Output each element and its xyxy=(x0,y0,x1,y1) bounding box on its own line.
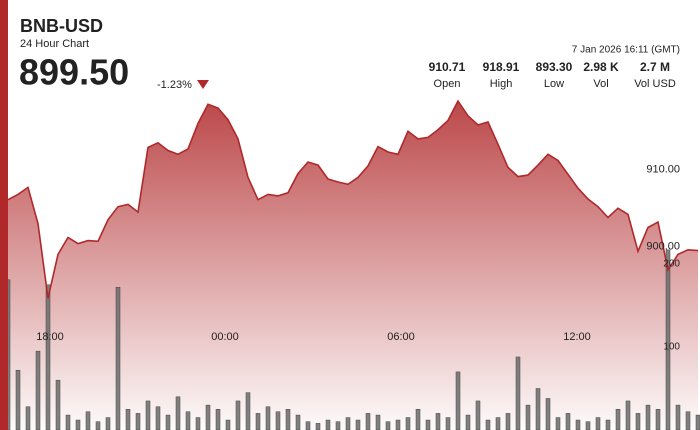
volume-bar xyxy=(295,414,301,430)
volume-bar xyxy=(55,379,61,430)
volume-bar xyxy=(195,417,201,430)
stat-label: Vol xyxy=(593,78,608,90)
stat-value: 910.71 xyxy=(429,60,466,74)
volume-bar xyxy=(685,411,691,430)
volume-bar xyxy=(375,414,381,430)
price-change: -1.23% xyxy=(157,79,192,91)
volume-bar xyxy=(405,417,411,430)
stat-value: 918.91 xyxy=(483,60,520,74)
volume-bar xyxy=(135,413,141,430)
volume-bar xyxy=(415,409,421,430)
stat-label: Low xyxy=(544,78,564,90)
volume-bar xyxy=(425,419,431,430)
volume-bar xyxy=(175,396,181,430)
stat-value: 2.7 M xyxy=(640,60,670,74)
last-price: 899.50 xyxy=(19,52,129,93)
volume-bar xyxy=(465,414,471,430)
volume-bar xyxy=(385,421,391,430)
volume-bar xyxy=(535,388,541,430)
volume-bar xyxy=(485,419,491,430)
volume-bar xyxy=(205,404,211,430)
volume-bar xyxy=(255,413,261,430)
volume-bar xyxy=(85,411,91,430)
volume-bar xyxy=(185,411,191,430)
volume-bar xyxy=(95,421,101,430)
volume-bar xyxy=(695,414,700,430)
stat-value: 893.30 xyxy=(536,60,573,74)
volume-bar xyxy=(605,419,611,430)
volume-bar xyxy=(575,419,581,430)
plot-area: 18:00 00:00 06:00 12:00 900.00 910.00 100 200 xyxy=(5,99,700,430)
accent-bar xyxy=(0,0,8,430)
y2-tick-label: 100 xyxy=(663,342,680,353)
stat-label: Open xyxy=(434,78,461,90)
volume-bar xyxy=(615,409,621,430)
volume-bar xyxy=(155,406,161,430)
down-arrow xyxy=(197,80,209,89)
volume-bar xyxy=(125,409,131,430)
volume-bar xyxy=(35,350,41,430)
volume-bar xyxy=(215,409,221,430)
y-tick-label: 900.00 xyxy=(646,241,680,253)
x-tick-label: 00:00 xyxy=(211,331,239,343)
y-tick-label: 910.00 xyxy=(646,164,680,176)
chart-subtitle: 24 Hour Chart xyxy=(20,38,89,50)
volume-bar xyxy=(305,421,311,430)
volume-bar xyxy=(235,400,241,430)
timestamp: 7 Jan 2026 16:11 (GMT) xyxy=(572,45,680,56)
volume-bar xyxy=(625,400,631,430)
volume-bar xyxy=(435,413,441,430)
volume-bar xyxy=(15,369,21,430)
volume-bar xyxy=(595,417,601,430)
volume-bar xyxy=(585,421,591,430)
y2-tick-label: 200 xyxy=(663,259,680,270)
volume-bar xyxy=(525,404,531,430)
volume-bar xyxy=(165,414,171,430)
volume-bar xyxy=(635,413,641,430)
volume-bar xyxy=(245,392,251,430)
volume-bar xyxy=(455,371,461,430)
volume-bar xyxy=(265,406,271,430)
volume-bar xyxy=(345,417,351,430)
volume-bar xyxy=(545,398,551,430)
volume-bar xyxy=(75,419,81,430)
stat-label: High xyxy=(490,78,513,90)
volume-bar xyxy=(65,414,71,430)
volume-bar xyxy=(495,417,501,430)
x-tick-label: 06:00 xyxy=(387,331,415,343)
x-tick-label: 12:00 xyxy=(563,331,591,343)
volume-bar xyxy=(565,413,571,430)
volume-bar xyxy=(555,417,561,430)
volume-bar xyxy=(445,417,451,430)
price-line xyxy=(7,99,699,299)
chart-title: BNB-USD xyxy=(20,16,103,36)
x-tick-label: 18:00 xyxy=(36,331,64,343)
price-area xyxy=(8,101,698,430)
volume-bar xyxy=(335,421,341,430)
volume-bar xyxy=(655,409,661,430)
volume-bar xyxy=(45,284,51,430)
volume-bar xyxy=(665,249,671,430)
volume-bar xyxy=(395,419,401,430)
volume-bar xyxy=(515,356,521,430)
stats: 910.71 Open 918.91 High 893.30 Low 2.98 K Vol 2.… xyxy=(429,60,676,90)
volume-bar xyxy=(355,419,361,430)
volume-bar xyxy=(475,400,481,430)
stat-value: 2.98 K xyxy=(583,60,619,74)
volume-bar xyxy=(115,287,121,430)
volume-bar xyxy=(25,406,31,430)
volume-bar xyxy=(285,409,291,430)
volume-bar xyxy=(145,400,151,430)
volume-bar xyxy=(105,417,111,430)
stat-label: Vol USD xyxy=(634,78,676,90)
volume-bar xyxy=(315,423,321,430)
volume-bar xyxy=(675,404,681,430)
volume-bar xyxy=(275,411,281,430)
volume-bar xyxy=(505,413,511,430)
volume-bar xyxy=(325,419,331,430)
volume-bar xyxy=(365,413,371,430)
volume-bar xyxy=(645,404,651,430)
volume-bar xyxy=(225,419,231,430)
